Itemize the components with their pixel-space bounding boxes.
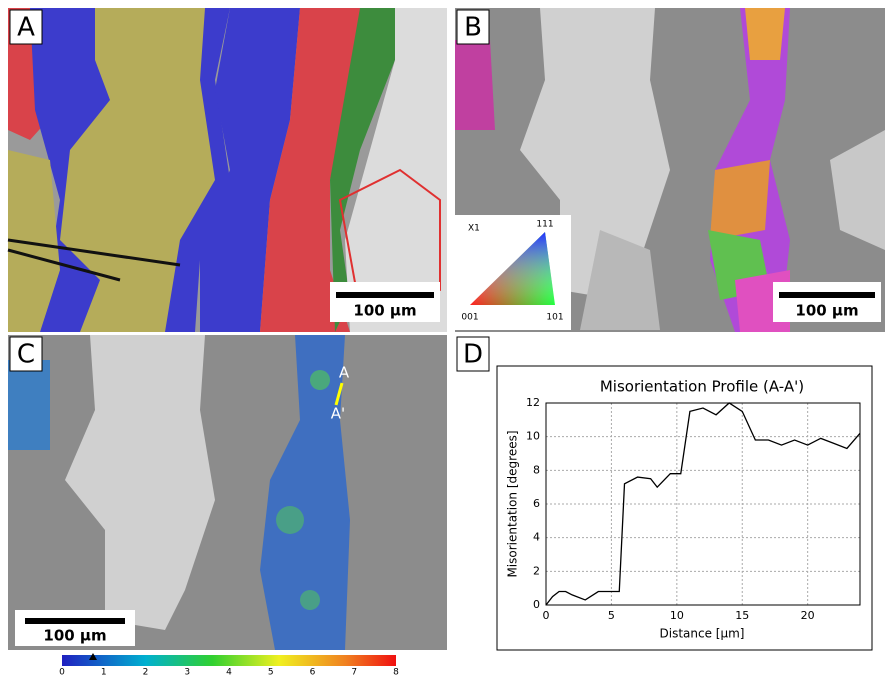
y-axis-label: Misorientation [degrees] — [506, 430, 520, 577]
y-tick-label: 10 — [526, 430, 540, 443]
panel-label: B — [464, 13, 482, 43]
y-tick-label: 12 — [526, 396, 540, 409]
panel-label: C — [17, 340, 35, 370]
ipf-corner: 101 — [546, 313, 563, 323]
panel-b: X1 111 001 101 100 µm B — [455, 8, 885, 332]
panel-c: A A' 100 µm C — [8, 335, 447, 650]
scale-bar-label: 100 µm — [353, 302, 416, 320]
x-tick-label: 15 — [735, 609, 749, 622]
colorbar-tick-label: 7 — [351, 668, 357, 677]
x-tick-label: 5 — [608, 609, 615, 622]
ipf-corner: 111 — [536, 220, 553, 230]
figure: 100 µm A X1 111 001 101 100 µm B A A' 10… — [0, 0, 889, 677]
colorbar: 0 1 2 3 4 5 6 7 8 — [59, 653, 399, 677]
x-tick-label: 0 — [543, 609, 550, 622]
x-tick-label: 20 — [801, 609, 815, 622]
profile-marker: A — [339, 364, 350, 382]
chart-title: Misorientation Profile (A-A') — [600, 378, 804, 396]
colorbar-tick-label: 0 — [59, 668, 65, 677]
x-tick-label: 10 — [670, 609, 684, 622]
ipf-corner: 001 — [461, 313, 478, 323]
panel-a: 100 µm A — [8, 8, 447, 332]
profile-marker: A' — [331, 405, 345, 423]
colorbar-tick-label: 1 — [101, 668, 107, 677]
y-tick-label: 0 — [533, 598, 540, 611]
colorbar-tick-label: 8 — [393, 668, 399, 677]
colorbar-tick-label: 3 — [184, 668, 190, 677]
x-axis-label: Distance [µm] — [660, 627, 745, 641]
scale-bar-label: 100 µm — [795, 302, 858, 320]
colorbar-tick-label: 2 — [143, 668, 149, 677]
panel-d: D Misorientation Profile (A-A') Distance… — [457, 337, 872, 650]
y-tick-label: 8 — [533, 463, 540, 476]
colorbar-tick-label: 5 — [268, 668, 274, 677]
page: {"panels": {"labels": ["A", "B", "C", "D… — [0, 0, 889, 677]
panel-label: D — [463, 340, 483, 370]
ipf-axis: X1 — [468, 224, 480, 234]
colorbar-tick-label: 6 — [310, 668, 316, 677]
y-tick-label: 4 — [533, 531, 540, 544]
scale-bar-label: 100 µm — [43, 627, 106, 645]
colorbar-tick-label: 4 — [226, 668, 232, 677]
y-tick-label: 6 — [533, 497, 540, 510]
panel-label: A — [17, 13, 35, 43]
y-tick-label: 2 — [533, 564, 540, 577]
